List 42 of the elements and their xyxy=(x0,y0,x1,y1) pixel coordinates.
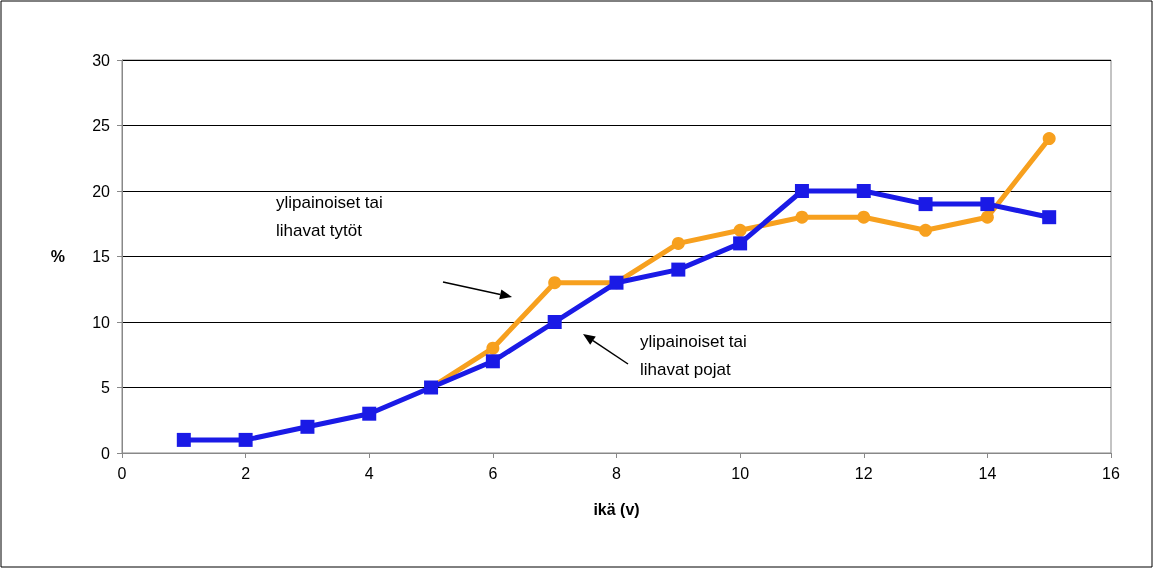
point xyxy=(300,419,315,434)
y-tick-label: 30 xyxy=(92,51,111,69)
point xyxy=(857,210,871,224)
point xyxy=(919,223,933,237)
point xyxy=(238,432,253,447)
x-tick-label: 10 xyxy=(731,464,750,482)
point xyxy=(1042,132,1056,146)
y-tick-label: 0 xyxy=(101,444,111,462)
point xyxy=(918,197,933,212)
annotation: ylipainoiset tai lihavat pojat xyxy=(640,331,747,379)
point xyxy=(856,184,871,198)
point xyxy=(795,210,809,224)
x-tick-label: 6 xyxy=(488,464,498,482)
point xyxy=(547,315,562,329)
point xyxy=(176,432,191,447)
point xyxy=(980,210,994,224)
x-tick-label: 8 xyxy=(612,464,622,482)
y-tick-label: 25 xyxy=(92,117,111,134)
annotation: ylipainoiset tai lihavat tytöt xyxy=(276,192,383,240)
y-tick-label: 10 xyxy=(92,313,111,331)
y-axis-title: % xyxy=(50,248,65,265)
point xyxy=(794,184,809,198)
y-tick-label: 15 xyxy=(92,248,111,265)
x-tick-label: 14 xyxy=(978,464,997,482)
point xyxy=(486,341,500,355)
point xyxy=(733,223,747,237)
x-axis-title: ikä (v) xyxy=(593,500,640,518)
x-tick-label: 12 xyxy=(854,464,873,482)
point xyxy=(671,262,686,277)
point xyxy=(362,406,377,421)
point xyxy=(485,354,500,369)
x-tick-label: 2 xyxy=(241,464,251,482)
x-tick-label: 16 xyxy=(1102,464,1120,482)
x-tick-label: 0 xyxy=(117,464,127,482)
point xyxy=(733,236,748,251)
point xyxy=(980,197,995,212)
x-tick-label: 4 xyxy=(364,464,374,482)
point xyxy=(548,276,562,290)
point xyxy=(671,236,685,250)
y-tick-label: 5 xyxy=(101,379,111,396)
y-tick-label: 20 xyxy=(92,182,111,200)
point xyxy=(1042,210,1057,225)
